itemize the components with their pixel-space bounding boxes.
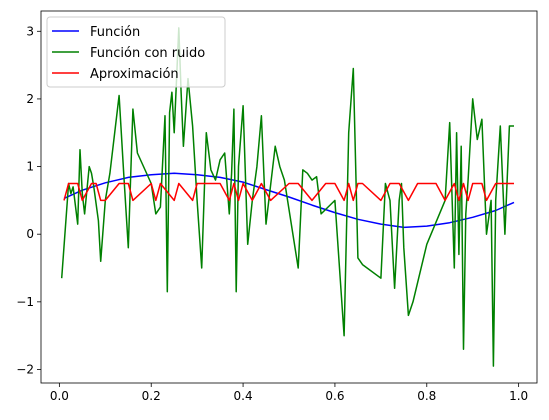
legend-label-funcion-con-ruido: Función con ruido xyxy=(90,46,205,61)
y-axis: −2 −1 0 1 2 3 xyxy=(16,24,41,376)
legend-label-aproximacion: Aproximación xyxy=(90,67,179,82)
x-tick-label: 0.4 xyxy=(234,389,253,403)
y-tick-label: −1 xyxy=(16,295,34,309)
series-line-2 xyxy=(63,182,514,202)
y-tick-label: −2 xyxy=(16,362,34,376)
y-tick-label: 3 xyxy=(26,24,34,38)
series-layer xyxy=(60,27,515,367)
x-tick-label: 0.8 xyxy=(417,389,436,403)
x-axis: 0.0 0.2 0.4 0.6 0.8 1.0 xyxy=(50,383,528,403)
y-tick-label: 2 xyxy=(26,92,34,106)
x-tick-label: 0.2 xyxy=(142,389,161,403)
y-tick-label: 0 xyxy=(26,227,34,241)
series-line-0 xyxy=(63,172,515,229)
series-line-1 xyxy=(60,27,514,367)
legend-box xyxy=(46,16,226,88)
x-tick-label: 0.0 xyxy=(50,389,69,403)
plot-frame xyxy=(40,10,538,384)
y-tick-label: 1 xyxy=(26,160,34,174)
legend-label-funcion: Función xyxy=(90,25,140,40)
x-tick-label: 1.0 xyxy=(509,389,528,403)
x-tick-label: 0.6 xyxy=(325,389,344,403)
legend: Función Función con ruido Aproximación xyxy=(46,16,226,88)
